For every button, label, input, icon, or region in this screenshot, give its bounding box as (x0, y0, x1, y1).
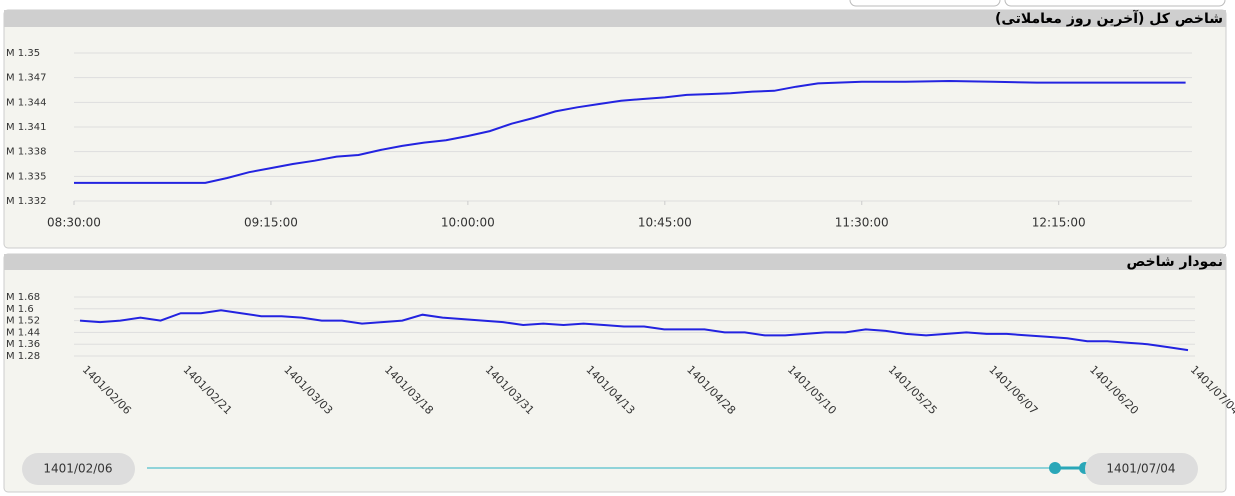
slider-end: 1401/07/04 (1106, 462, 1175, 476)
tab[interactable] (1004, 0, 1226, 7)
panel-header (4, 10, 1226, 27)
y-tick-label: M 1.347 (6, 73, 46, 84)
slider-knob[interactable] (1049, 462, 1061, 474)
x-tick-label: 11:30:00 (835, 216, 889, 230)
x-tick-label: 12:15:00 (1032, 216, 1086, 230)
panel-title: نمودار شاخص (1126, 254, 1223, 270)
slider-start: 1401/02/06 (43, 462, 112, 476)
y-tick-label: M 1.44 (6, 327, 40, 338)
line (79, 309, 1189, 352)
y-tick-label: M 1.344 (6, 97, 46, 108)
x-tick-label: 09:15:00 (244, 216, 298, 230)
x-tick-label: 08:30:00 (47, 216, 101, 230)
y-tick-label: M 1.52 (6, 316, 40, 327)
panel-title: شاخص کل (آخرین روز معاملاتی) (995, 9, 1223, 27)
x-tick-label: 10:45:00 (638, 216, 692, 230)
slider-start-box[interactable] (22, 453, 135, 485)
x-tick-label: 10:00:00 (441, 216, 495, 230)
tab[interactable] (849, 0, 1001, 7)
panel-header (4, 254, 1226, 270)
y-tick-label: M 1.35 (6, 48, 40, 59)
y-tick-label: M 1.341 (6, 122, 46, 133)
y-tick-label: M 1.68 (6, 292, 40, 303)
line (74, 79, 1186, 184)
y-tick-label: M 1.36 (6, 339, 40, 350)
panel (3, 9, 1227, 249)
y-tick-label: M 1.6 (6, 304, 34, 315)
y-tick-label: M 1.332 (6, 196, 46, 207)
y-tick-label: M 1.335 (6, 171, 46, 182)
slider-end-box[interactable] (1085, 453, 1198, 485)
y-tick-label: M 1.338 (6, 147, 46, 158)
y-tick-label: M 1.28 (6, 351, 40, 362)
